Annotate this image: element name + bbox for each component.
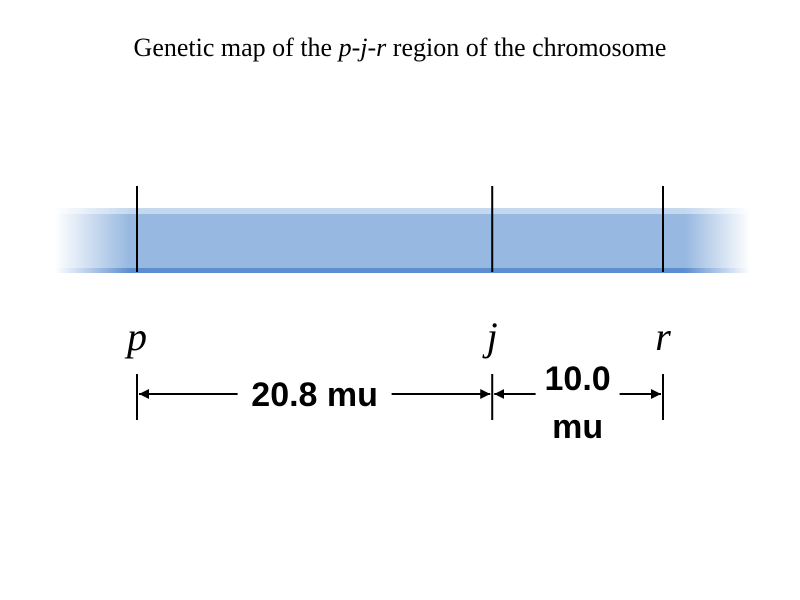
chromosome [55, 205, 750, 277]
diagram-title: Genetic map of the p-j-r region of the c… [0, 33, 800, 63]
locus-label-r: r [655, 314, 671, 359]
title-suffix: region of the chromosome [386, 33, 667, 62]
chromosome-top-edge [55, 208, 750, 214]
distance-p-j: 20.8 mu [139, 376, 491, 414]
distance-unit-j-r: mu [552, 408, 603, 446]
distance-layer: 20.8 mu 10.0 mu [136, 360, 664, 446]
title-locus-p: p [338, 33, 352, 62]
chromosome-right-fade [685, 205, 750, 277]
distance-j-r: 10.0 mu [494, 360, 661, 446]
chromosome-body [55, 210, 750, 273]
distance-label-p-j: 20.8 mu [251, 376, 378, 414]
distance-label-j-r: 10.0 [545, 360, 611, 398]
locus-label-p: p [124, 314, 147, 359]
chromosome-left-fade [55, 205, 130, 277]
title-separator-2: - [367, 33, 377, 62]
title-prefix: Genetic map of the [133, 33, 339, 62]
title-locus-j: j [360, 33, 368, 62]
title-separator-1: - [351, 33, 361, 62]
title-locus-r: r [376, 33, 387, 62]
chromosome-bottom-edge [55, 268, 750, 273]
locus-label-j: j [482, 314, 498, 359]
